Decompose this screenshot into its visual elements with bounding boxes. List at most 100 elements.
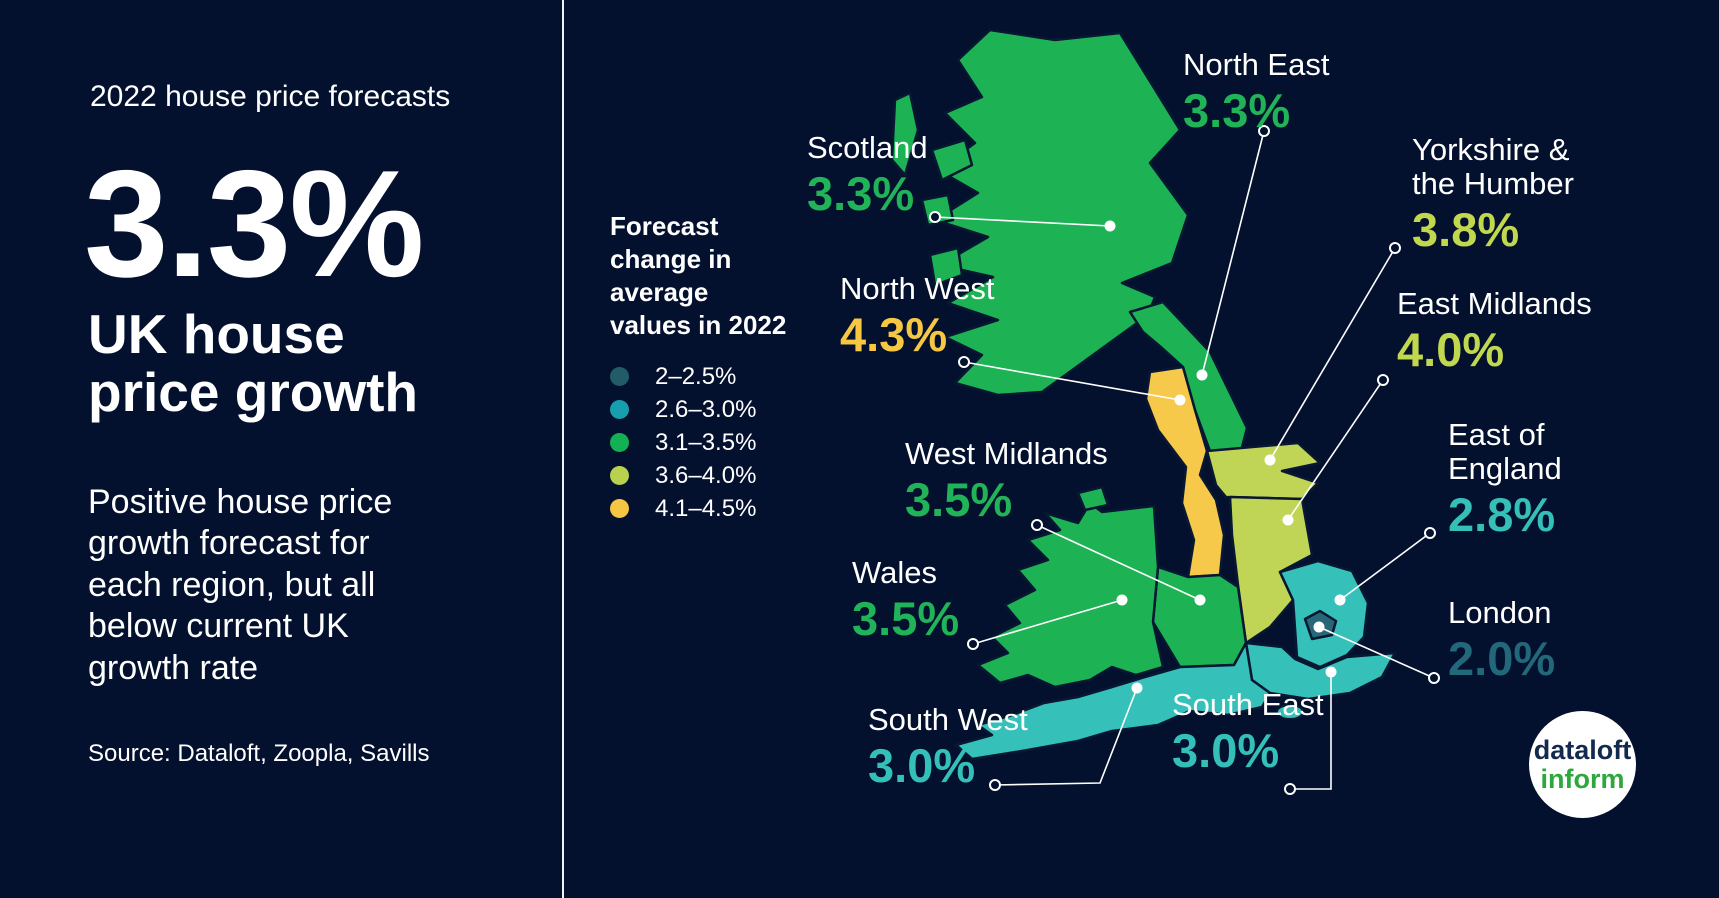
region-scotland-isle: [930, 138, 974, 182]
anchor-dot: [1104, 220, 1116, 232]
source-attribution: Source: Dataloft, Zoopla, Savills: [88, 740, 430, 767]
label-scotland: Scotland 3.3%: [807, 130, 928, 221]
label-ring: [1031, 519, 1043, 531]
label-ring: [967, 638, 979, 650]
legend-swatch-icon: [610, 466, 629, 486]
panel-divider: [562, 0, 564, 898]
anchor-dot: [1174, 394, 1186, 406]
logo-line2: inform: [1540, 763, 1625, 794]
anchor-dot: [1282, 514, 1294, 526]
anchor-dot: [1196, 369, 1208, 381]
legend-label: 4.1–4.5%: [655, 494, 757, 522]
region-scotland-isle: [890, 91, 920, 177]
region-name: South West: [868, 702, 1028, 737]
leader-london: [1318, 626, 1435, 679]
leader-wales: [972, 599, 1123, 645]
label-west-midlands: West Midlands 3.5%: [905, 436, 1108, 527]
region-value: 4.0%: [1397, 323, 1505, 377]
region-value: 3.3%: [1183, 84, 1291, 138]
region-value: 4.3%: [840, 308, 948, 362]
anchor-dot: [1131, 682, 1143, 694]
label-ring: [1389, 242, 1401, 254]
label-south-west: South West 3.0%: [868, 702, 1028, 793]
region-wales-shape: [976, 501, 1165, 689]
legend-item: 2–2.5%: [610, 360, 830, 393]
legend-label: 3.1–3.5%: [655, 428, 757, 456]
region-name: North East: [1183, 47, 1330, 82]
map-legend: Forecast change in average values in 202…: [610, 210, 830, 525]
label-east-midlands: East Midlands 4.0%: [1397, 286, 1592, 377]
label-north-west: North West 4.3%: [840, 271, 994, 362]
leader-west-midlands: [1036, 524, 1201, 601]
legend-items: 2–2.5% 2.6–3.0% 3.1–3.5% 3.6–4.0% 4.1–4.…: [610, 360, 830, 525]
leader-east-of-england: [1339, 532, 1431, 601]
legend-item: 3.6–4.0%: [610, 459, 830, 492]
leader-east-midlands: [1287, 379, 1384, 521]
leader-yorkshire: [1269, 247, 1396, 461]
legend-item: 3.1–3.5%: [610, 426, 830, 459]
region-yorkshire-shape: [1205, 441, 1322, 501]
region-name: Scotland: [807, 130, 928, 165]
label-london: London 2.0%: [1448, 595, 1556, 686]
legend-label: 2.6–3.0%: [655, 395, 757, 423]
label-ring: [1284, 783, 1296, 795]
region-name: London: [1448, 595, 1552, 630]
leader-scotland: [934, 216, 1111, 227]
label-ring: [958, 356, 970, 368]
region-value: 3.8%: [1412, 203, 1520, 257]
label-wales: Wales 3.5%: [852, 555, 960, 646]
region-name: East of England: [1448, 417, 1562, 487]
label-yorkshire: Yorkshire & the Humber 3.8%: [1412, 132, 1592, 257]
region-value: 3.5%: [905, 473, 1013, 527]
leader-north-west: [963, 361, 1181, 401]
label-east-of-england: East of England 2.8%: [1448, 417, 1573, 542]
legend-swatch-icon: [610, 367, 629, 387]
region-name: Yorkshire & the Humber: [1412, 132, 1574, 202]
region-value: 3.0%: [1172, 724, 1280, 778]
summary-paragraph: Positive house price growth forecast for…: [88, 483, 393, 687]
legend-swatch-icon: [610, 499, 629, 519]
region-value: 2.8%: [1448, 488, 1556, 542]
page-title: 2022 house price forecasts: [90, 80, 451, 113]
legend-swatch-icon: [610, 433, 629, 453]
region-name: Wales: [852, 555, 937, 590]
region-value: 3.0%: [868, 739, 976, 793]
region-value: 3.3%: [807, 167, 915, 221]
region-wales-anglesey: [1076, 485, 1110, 512]
anchor-dot: [1264, 454, 1276, 466]
logo-line1: dataloft: [1533, 734, 1632, 765]
label-south-east: South East 3.0%: [1172, 687, 1324, 778]
legend-label: 3.6–4.0%: [655, 461, 757, 489]
region-name: West Midlands: [905, 436, 1108, 471]
anchor-dot: [1334, 594, 1346, 606]
region-name: South East: [1172, 687, 1324, 722]
label-ring: [1428, 672, 1440, 684]
leader-north-east: [1201, 130, 1265, 376]
label-ring: [929, 211, 941, 223]
legend-label: 2–2.5%: [655, 362, 737, 390]
region-value: 2.0%: [1448, 632, 1556, 686]
region-east-midlands-shape: [1228, 495, 1314, 645]
anchor-dot: [1116, 594, 1128, 606]
legend-swatch-icon: [610, 400, 629, 420]
region-isle-of-wight: [1276, 704, 1304, 720]
label-north-east: North East 3.3%: [1183, 47, 1330, 138]
uk-growth-heading: UK house price growth: [88, 303, 419, 423]
label-ring: [1258, 125, 1270, 137]
region-scotland-isle: [928, 246, 964, 287]
region-west-midlands-shape: [1151, 565, 1248, 669]
region-south-west-shape: [954, 641, 1272, 761]
legend-item: 2.6–3.0%: [610, 393, 830, 426]
uk-map: [890, 28, 1440, 795]
region-value: 3.5%: [852, 592, 960, 646]
anchor-dot: [1194, 594, 1206, 606]
uk-growth-big-value: 3.3%: [84, 139, 424, 309]
label-ring: [1424, 527, 1436, 539]
dataloft-inform-logo: dataloft inform: [1529, 711, 1636, 818]
anchor-dot: [1313, 621, 1325, 633]
region-name: East Midlands: [1397, 286, 1592, 321]
label-ring: [1377, 374, 1389, 386]
legend-item: 4.1–4.5%: [610, 492, 830, 525]
label-ring: [989, 779, 1001, 791]
